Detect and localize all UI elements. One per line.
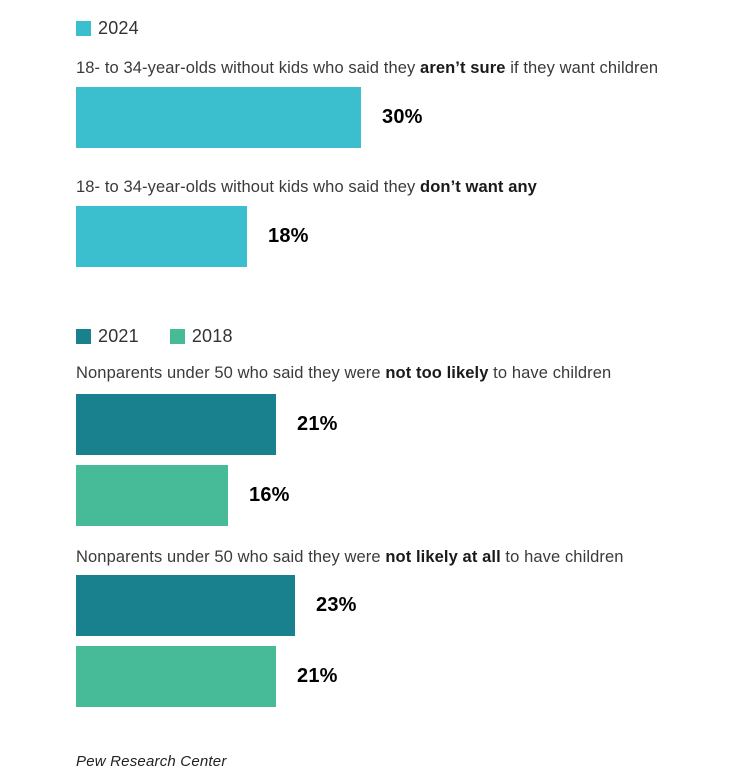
caption-text: to have children (488, 364, 612, 382)
bar-group-not-too-likely: Nonparents under 50 who said they were n… (76, 363, 720, 526)
legend-item-2021: 2021 (76, 326, 139, 347)
legend-item-2024: 2024 (76, 18, 139, 39)
bar-2024-arent-sure (76, 87, 361, 148)
bar-2024-dont-want-any (76, 206, 247, 267)
caption-bold: not too likely (385, 364, 489, 382)
caption-text: if they want children (505, 59, 659, 77)
bar-2021-not-likely-at-all (76, 575, 295, 636)
caption-text: 18- to 34-year-olds without kids who sai… (76, 178, 421, 196)
bar-value-label: 21% (297, 665, 338, 687)
legend-label-2018: 2018 (191, 325, 233, 346)
group-caption-not-likely-at-all: Nonparents under 50 who said they were n… (76, 547, 720, 567)
legend-label-2021: 2021 (98, 325, 139, 346)
legend-swatch-2021 (76, 328, 91, 344)
bar-2018-not-too-likely (76, 465, 228, 526)
legend-2024: 2024 (76, 18, 720, 38)
bar-value-label: 18% (268, 225, 309, 247)
legend-label-2024: 2024 (98, 17, 139, 38)
legend-swatch-2018 (169, 328, 185, 344)
bar-2021-not-too-likely (76, 394, 276, 455)
caption-text: 18- to 34-year-olds without kids who sai… (76, 59, 421, 77)
bar-2018-not-likely-at-all (76, 646, 276, 707)
caption-bold: not likely at all (385, 548, 501, 566)
bar-value-label: 16% (249, 484, 290, 506)
caption-bold: don’t want any (420, 178, 537, 196)
bar-group-not-likely-at-all: Nonparents under 50 who said they were n… (76, 547, 720, 707)
caption-text: to have children (500, 548, 624, 566)
bar-row-2021-not-likely-at-all: 23% (76, 575, 720, 636)
source-attribution: Pew Research Center (76, 753, 227, 770)
group-caption-arent-sure: 18- to 34-year-olds without kids who sai… (76, 58, 720, 78)
bar-row-2021-not-too-likely: 21% (76, 394, 720, 455)
bar-value-label: 30% (382, 106, 423, 128)
bar-row-2018-not-likely-at-all: 21% (76, 646, 720, 707)
legend-swatch-2024 (76, 20, 91, 36)
bar-row-2018-not-too-likely: 16% (76, 465, 720, 526)
legend-item-2018: 2018 (169, 325, 233, 347)
caption-text: Nonparents under 50 who said they were (76, 364, 386, 382)
group-caption-dont-want-any: 18- to 34-year-olds without kids who sai… (76, 177, 720, 197)
bar-group-dont-want-any: 18- to 34-year-olds without kids who sai… (76, 177, 720, 267)
caption-bold: aren’t sure (420, 59, 506, 77)
bar-row-2024-dont-want-any: 18% (76, 206, 720, 267)
caption-text: Nonparents under 50 who said they were (76, 548, 386, 566)
legend-2021-2018: 2021 2018 (76, 326, 720, 346)
bar-value-label: 21% (297, 413, 338, 435)
bar-row-2024-arent-sure: 30% (76, 87, 720, 148)
bar-group-arent-sure: 18- to 34-year-olds without kids who sai… (76, 58, 720, 148)
group-caption-not-too-likely: Nonparents under 50 who said they were n… (76, 363, 720, 383)
bar-value-label: 23% (316, 594, 357, 616)
